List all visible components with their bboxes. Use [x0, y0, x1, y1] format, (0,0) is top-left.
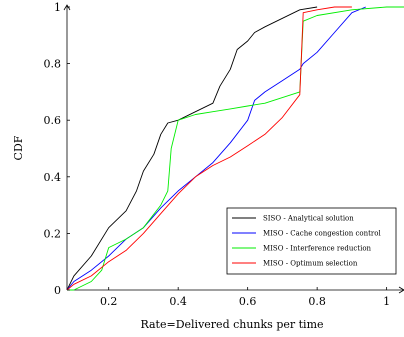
- series-layer: [66, 6, 404, 291]
- axes: [63, 4, 404, 294]
- x-tick-label: 0.6: [239, 295, 257, 308]
- x-tick-label: 0.2: [100, 295, 118, 308]
- legend-label-3: MISO - Interference reduction: [263, 245, 372, 253]
- y-axis-title: CDF: [12, 135, 25, 160]
- y-tick-label: 1: [54, 1, 61, 14]
- y-axis-arrow: [63, 4, 71, 11]
- legend-label-2: MISO - Cache congestion control: [263, 230, 381, 238]
- x-axis-arrow: [398, 286, 404, 294]
- x-axis-title: Rate=Delivered chunks per time: [140, 318, 323, 331]
- x-tick-label: 0.8: [308, 295, 326, 308]
- ticks-layer: 0.2 0.4 0.6 0.8 1 0 0.2 0.4 0.6 0.8 1: [44, 1, 391, 308]
- series-line-3: [67, 6, 404, 291]
- y-tick-label: 0.6: [44, 114, 62, 127]
- legend-label-1: SISO - Analytical solution: [263, 215, 354, 223]
- y-tick-label: 0.2: [44, 227, 62, 240]
- series-line-4: [66, 6, 352, 291]
- legend-label-4: MISO - Optimum selection: [263, 260, 358, 268]
- y-tick-label: 0.8: [44, 58, 62, 71]
- y-tick-label: 0: [54, 284, 61, 297]
- x-tick-label: 0.4: [169, 295, 187, 308]
- y-tick-label: 0.4: [44, 171, 62, 184]
- legend: SISO - Analytical solution MISO - Cache c…: [226, 207, 397, 275]
- x-tick-label: 1: [383, 295, 390, 308]
- series-line-2: [66, 6, 366, 291]
- series-line-1: [66, 6, 318, 291]
